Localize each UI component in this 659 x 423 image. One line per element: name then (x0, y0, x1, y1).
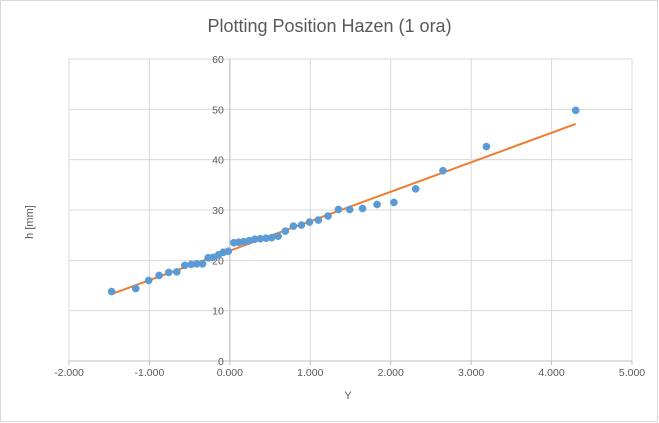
data-point (281, 227, 290, 235)
y-axis-title: h [mm] (24, 205, 36, 239)
x-tick-label: 1.000 (297, 367, 323, 379)
data-point (267, 233, 276, 242)
horizontal-gridlines (69, 58, 632, 312)
data-point (324, 212, 332, 220)
x-tick-label: 4.000 (538, 367, 564, 379)
data-point (334, 205, 343, 214)
chart-title: Plotting Position Hazen (1 ora) (207, 16, 452, 36)
y-tick-label: 30 (212, 205, 224, 217)
y-tick-label: 40 (212, 155, 224, 167)
x-axis-title: Y (344, 390, 352, 402)
data-point (305, 218, 314, 226)
x-tick-label: -1.000 (135, 367, 165, 379)
data-point (180, 261, 189, 270)
y-tick-label: 10 (212, 306, 224, 318)
x-tick-label: 0.000 (217, 367, 243, 379)
x-tick-label: 2.000 (378, 367, 404, 379)
data-point (274, 232, 282, 241)
data-point (144, 276, 153, 285)
x-tick-label: -2.000 (54, 367, 84, 379)
data-point (345, 205, 354, 214)
y-tick-label: 0 (218, 356, 224, 368)
data-point (373, 200, 381, 209)
y-tick-label: 60 (212, 54, 224, 66)
y-tick-label: 20 (212, 255, 224, 267)
y-tick-label: 50 (212, 104, 224, 116)
scatter-points-series (107, 106, 580, 296)
data-point (131, 284, 140, 293)
trend-line (111, 122, 577, 295)
x-tick-labels: -2.000 -1.000 0.000 1.000 2.000 3.000 4.000 5.0… (54, 367, 645, 379)
data-point (297, 221, 306, 229)
data-point (289, 222, 298, 230)
data-point (571, 106, 580, 115)
axis-lines (68, 59, 633, 365)
x-tick-label: 5.000 (619, 367, 645, 379)
data-point (198, 260, 207, 268)
data-point (358, 204, 367, 213)
data-point (224, 247, 233, 256)
data-point (482, 142, 491, 151)
trend-line-series (111, 122, 577, 295)
data-point (107, 287, 116, 296)
data-point (164, 268, 173, 277)
data-point (411, 185, 420, 193)
y-tick-labels: 0 10 20 30 40 50 60 (212, 54, 224, 368)
data-point (155, 271, 163, 280)
data-point (314, 216, 323, 224)
data-point (172, 268, 181, 276)
data-point (439, 166, 447, 175)
x-tick-label: 3.000 (458, 367, 484, 379)
data-point (390, 198, 398, 207)
